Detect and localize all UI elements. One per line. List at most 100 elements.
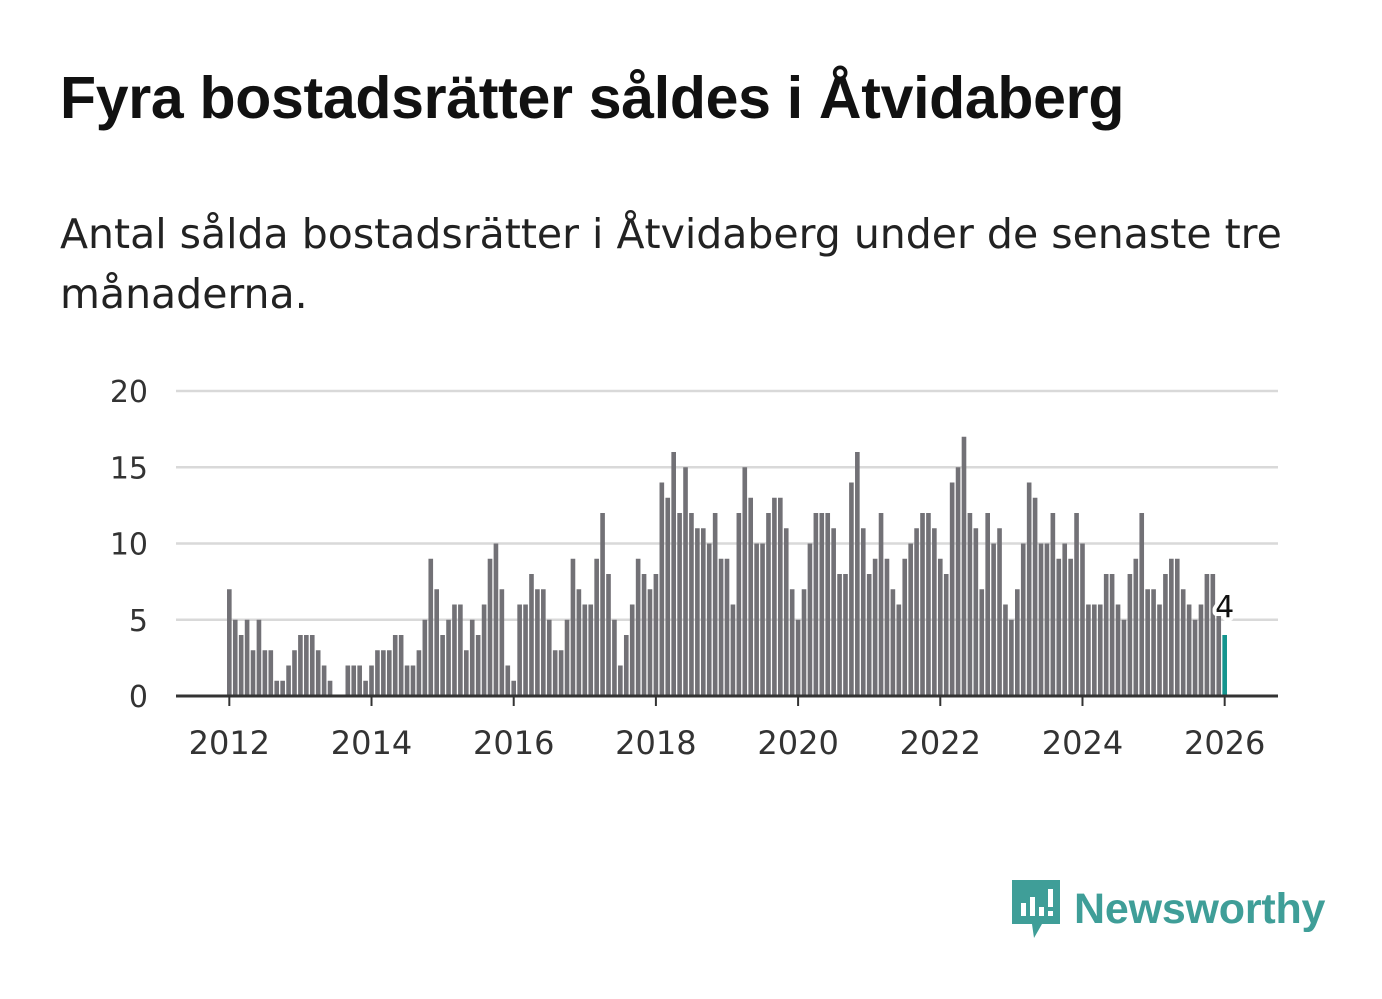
x-tick-label: 2012: [189, 724, 270, 762]
bar: [232, 619, 238, 696]
bar: [250, 650, 256, 696]
bar: [1198, 604, 1204, 696]
bar: [1109, 574, 1115, 696]
bar: [1062, 543, 1068, 696]
bar-chart: 0 5 10 15 20 2012 2014 2016 2018 2020 2022 2024 2026…: [110, 375, 1278, 762]
bar: [1192, 619, 1198, 696]
bar: [902, 558, 908, 696]
x-tick-label: 2018: [615, 724, 696, 762]
bar: [268, 650, 274, 696]
bar: [724, 558, 730, 696]
bar: [825, 513, 831, 696]
chart-title: Fyra bostadsrätter såldes i Åtvidaberg: [60, 65, 1125, 131]
bar: [618, 665, 623, 696]
bar: [606, 574, 611, 696]
bar: [552, 650, 558, 696]
bar: [416, 650, 422, 696]
bar: [1180, 589, 1186, 696]
bar-highlight: [1222, 635, 1227, 696]
bar: [1009, 619, 1014, 696]
bar: [807, 543, 813, 696]
bar: [700, 528, 706, 696]
bar: [1151, 589, 1156, 696]
bar: [351, 665, 357, 696]
bar: [558, 650, 564, 696]
bar: [1092, 604, 1097, 696]
bar: [256, 619, 262, 696]
bar: [665, 497, 671, 696]
bar: [410, 665, 416, 696]
bar: [659, 482, 665, 696]
bar: [244, 619, 250, 696]
bar: [570, 558, 576, 696]
bar: [742, 467, 748, 696]
bar: [422, 619, 428, 696]
bar: [452, 604, 457, 696]
bar: [1038, 543, 1044, 696]
bar: [1032, 497, 1038, 696]
newsworthy-logo-icon: [1012, 880, 1060, 938]
bar: [369, 665, 374, 696]
bar: [837, 574, 842, 696]
x-tick-label: 2022: [900, 724, 981, 762]
bar: [1097, 604, 1103, 696]
y-tick-label: 10: [110, 528, 148, 563]
newsworthy-logo[interactable]: Newsworthy: [1010, 877, 1325, 941]
bar: [428, 558, 434, 696]
bar: [991, 543, 996, 696]
bar: [908, 543, 913, 696]
bar: [1127, 574, 1133, 696]
bar: [511, 680, 517, 696]
bar: [961, 436, 967, 696]
bar: [712, 513, 718, 696]
bar: [801, 589, 807, 696]
bar: [481, 604, 487, 696]
bars: [227, 436, 1227, 696]
y-tick-label: 15: [110, 451, 148, 486]
bar: [1210, 574, 1216, 696]
bar: [629, 604, 635, 696]
bar: [914, 528, 919, 696]
bar: [819, 513, 825, 696]
bar: [588, 604, 594, 696]
y-tick-label: 5: [129, 604, 148, 639]
bar: [1003, 604, 1008, 696]
bar: [1056, 558, 1062, 696]
bar: [321, 665, 327, 696]
bar: [772, 497, 777, 696]
bar: [381, 650, 386, 696]
bar: [683, 467, 688, 696]
x-tick-label: 2020: [757, 724, 838, 762]
bar: [647, 589, 653, 696]
bar: [262, 650, 268, 696]
bar: [1020, 543, 1026, 696]
bar: [398, 635, 404, 696]
bar: [529, 574, 534, 696]
bar: [357, 665, 362, 696]
bar: [831, 528, 836, 696]
bar: [440, 635, 445, 696]
bar: [860, 528, 866, 696]
bar: [1174, 558, 1180, 696]
bar: [813, 513, 819, 696]
data-label-last: 4: [1215, 590, 1234, 625]
bar: [274, 680, 280, 696]
bar: [778, 497, 783, 696]
bar: [280, 680, 285, 696]
y-tick-label: 0: [129, 680, 148, 715]
bar: [327, 680, 333, 696]
bar: [1169, 558, 1174, 696]
bar: [505, 665, 511, 696]
bar: [1204, 574, 1210, 696]
bar: [718, 558, 724, 696]
x-tick-label: 2024: [1042, 724, 1123, 762]
bar: [635, 558, 641, 696]
bar: [1133, 558, 1139, 696]
bar: [706, 543, 712, 696]
bar: [1103, 574, 1109, 696]
bar: [404, 665, 410, 696]
bar: [541, 589, 546, 696]
bar: [890, 589, 896, 696]
bar: [546, 619, 552, 696]
bar: [464, 650, 469, 696]
